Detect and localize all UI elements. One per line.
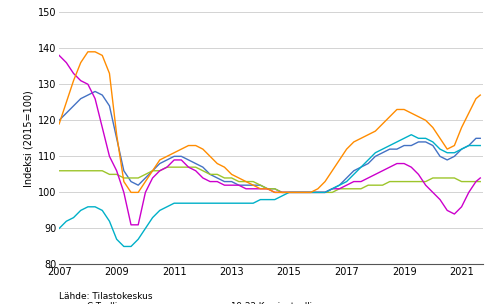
Text: Lähde: Tilastokeskus: Lähde: Tilastokeskus — [59, 292, 153, 301]
Y-axis label: Indeksi (2015=100): Indeksi (2015=100) — [24, 90, 34, 187]
Legend: C Teollisuus, 10-11 Elintarviketeollisuus, 16-17 Metsäteollisuus, 19-22 Kemiante: C Teollisuus, 10-11 Elintarviketeollisuu… — [64, 302, 344, 304]
